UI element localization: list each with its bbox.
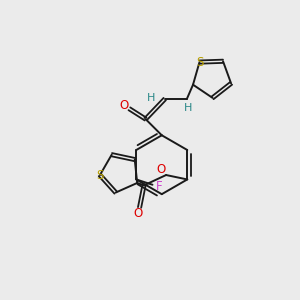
Text: S: S <box>196 56 203 69</box>
Text: H: H <box>184 103 193 113</box>
Text: O: O <box>134 207 143 220</box>
Text: O: O <box>157 163 166 176</box>
Text: O: O <box>119 99 129 112</box>
Text: S: S <box>96 169 103 182</box>
Text: F: F <box>156 180 162 193</box>
Text: H: H <box>147 93 156 103</box>
